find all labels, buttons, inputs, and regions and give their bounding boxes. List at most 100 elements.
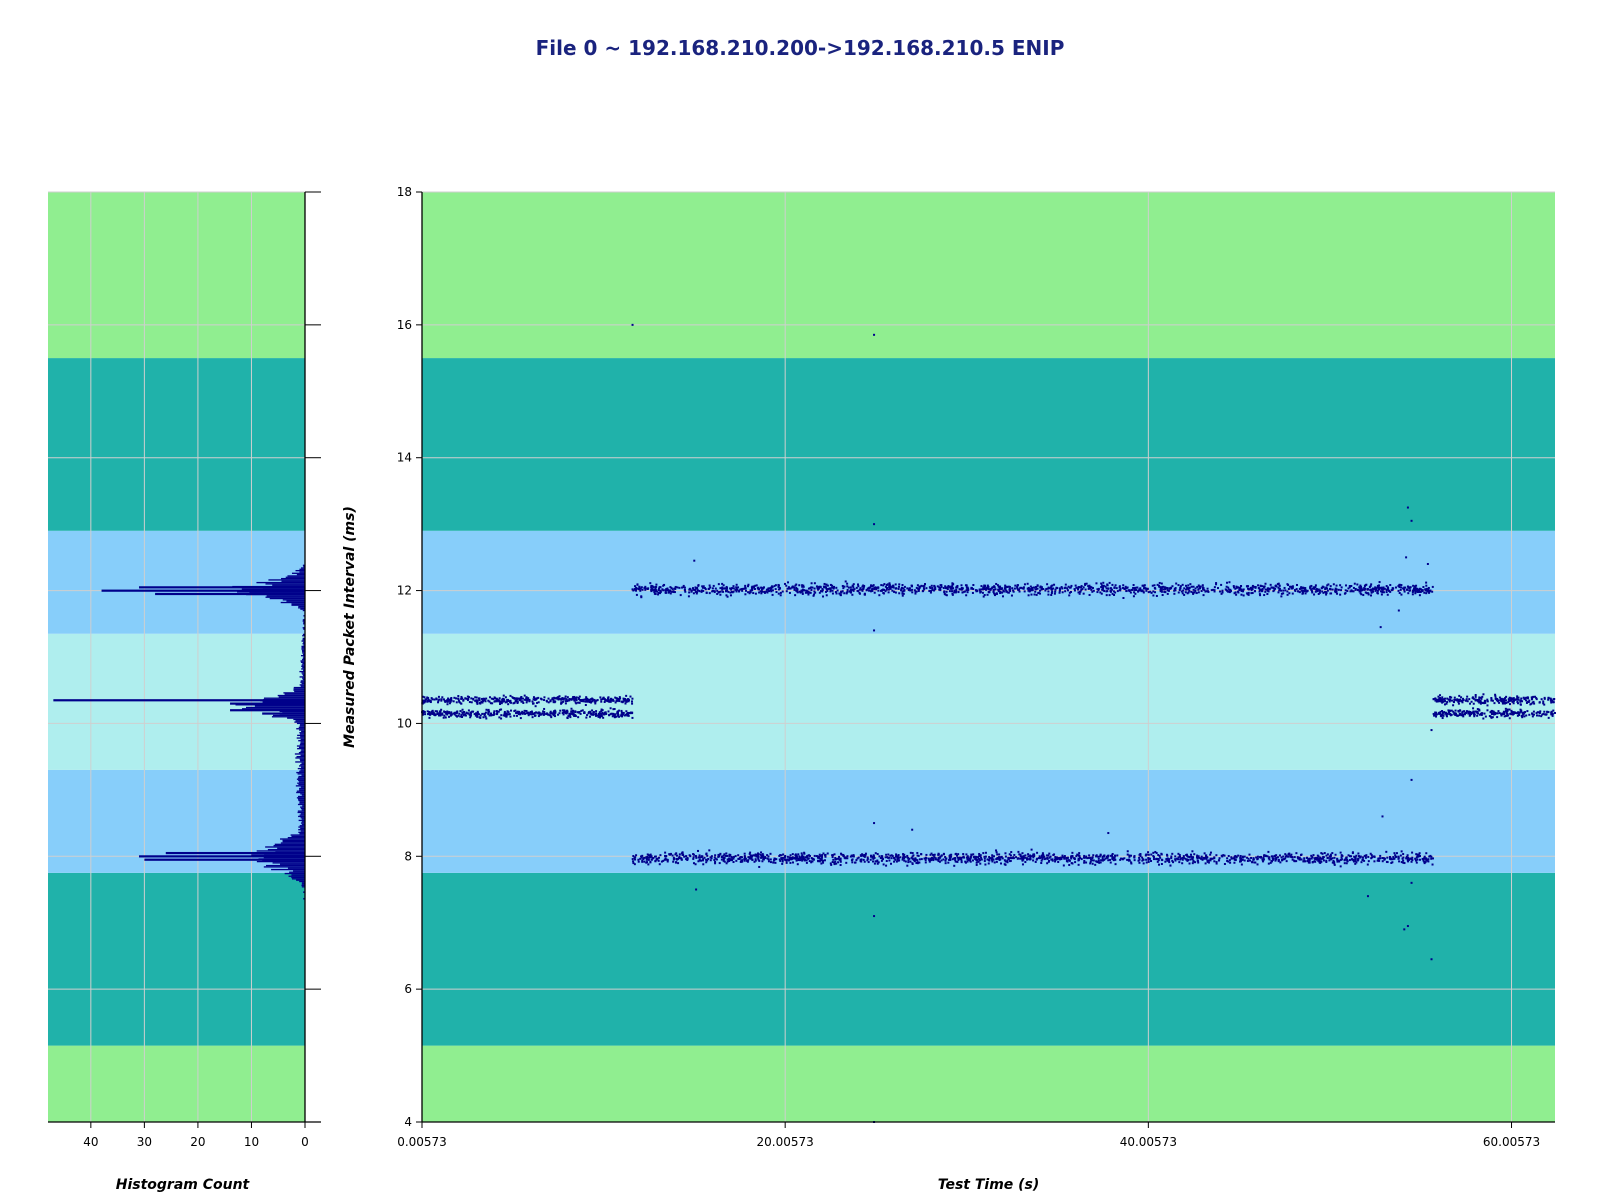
scatter-point (464, 713, 467, 716)
scatter-point (543, 699, 546, 702)
scatter-point (675, 852, 678, 855)
scatter-point (965, 594, 968, 597)
scatter-point (1280, 589, 1283, 592)
scatter-point (1123, 587, 1126, 590)
scatter-point (1190, 585, 1193, 588)
scatter-point (934, 858, 937, 861)
scatter-point (859, 587, 862, 590)
histogram-bar (300, 661, 305, 663)
scatter-point (466, 712, 469, 715)
scatter-point (1101, 855, 1104, 858)
scatter-point (618, 709, 621, 712)
scatter-point (1369, 852, 1372, 855)
scatter-point (1007, 591, 1010, 594)
scatter-point (885, 853, 888, 856)
scatter-point (1333, 856, 1336, 859)
scatter-point (934, 586, 937, 589)
histogram-bars (53, 564, 306, 900)
scatter-point (549, 714, 552, 717)
scatter-point (1391, 861, 1394, 864)
histogram-bar (295, 569, 305, 572)
scatter-point (1472, 710, 1475, 713)
scatter-point (708, 592, 711, 595)
scatter-point (1519, 703, 1522, 706)
scatter-point (973, 855, 976, 858)
histogram-bar (298, 783, 305, 786)
scatter-point (644, 588, 647, 591)
scatter-point (1332, 859, 1335, 862)
histogram-bar (303, 644, 305, 646)
histogram-bar (293, 686, 305, 689)
scatter-point (1511, 711, 1514, 714)
scatter-point (1105, 855, 1108, 858)
scatter-point (1440, 698, 1443, 701)
scatter-point (1055, 858, 1058, 861)
scatter-point (1305, 590, 1308, 593)
scatter-point (449, 714, 452, 717)
scatter-point (1023, 590, 1026, 593)
scatter-point (1364, 591, 1367, 594)
scatter-point (1271, 860, 1274, 863)
histogram-bar (263, 866, 305, 868)
scatter-point (698, 854, 701, 857)
scatter-point (730, 588, 733, 591)
scatter-point (1038, 855, 1041, 858)
scatter-x-tick-label: 20.00573 (757, 1135, 814, 1149)
scatter-point (446, 713, 449, 716)
scatter-point (1132, 586, 1135, 589)
scatter-point (955, 590, 958, 593)
scatter-point (829, 587, 832, 590)
scatter-point (647, 863, 650, 866)
histogram-bar (302, 619, 305, 621)
scatter-point (431, 709, 434, 712)
scatter-point (1360, 593, 1363, 596)
scatter-point (1021, 863, 1024, 866)
scatter-point (1277, 858, 1280, 861)
scatter-point (1118, 586, 1121, 589)
scatter-point (882, 588, 885, 591)
scatter-point (1410, 860, 1413, 863)
scatter-point (852, 586, 855, 589)
scatter-point (651, 585, 654, 588)
scatter-point (1423, 862, 1426, 865)
histogram-bar (302, 627, 305, 629)
scatter-point (1228, 581, 1231, 584)
scatter-point (1268, 587, 1271, 590)
scatter-point (583, 712, 586, 715)
scatter-point (1551, 699, 1554, 702)
histogram-bar (298, 815, 305, 818)
scatter-point (1160, 582, 1163, 585)
scatter-point (587, 712, 590, 715)
scatter-point (1402, 861, 1405, 864)
scatter-point (769, 852, 772, 855)
scatter-point (498, 697, 501, 700)
scatter-point (1161, 859, 1164, 862)
scatter-point (1242, 594, 1245, 597)
scatter-point (763, 856, 766, 859)
histogram-bar (296, 722, 305, 725)
scatter-point (1122, 596, 1125, 599)
scatter-outlier (631, 323, 634, 326)
scatter-point (1237, 591, 1240, 594)
scatter-point (914, 857, 917, 860)
scatter-point (450, 711, 453, 714)
scatter-point (971, 591, 974, 594)
scatter-point (607, 697, 610, 700)
scatter-point (1330, 592, 1333, 595)
scatter-point (714, 854, 717, 857)
scatter-point (489, 702, 492, 705)
scatter-point (1158, 584, 1161, 587)
scatter-point (1031, 589, 1034, 592)
scatter-point (990, 857, 993, 860)
scatter-point (614, 696, 617, 699)
scatter-band-6 (422, 192, 1555, 359)
scatter-point (599, 712, 602, 715)
scatter-point (446, 703, 449, 706)
scatter-point (1318, 859, 1321, 862)
scatter-point (1181, 583, 1184, 586)
scatter-point (839, 860, 842, 863)
histogram-bar (241, 708, 305, 710)
scatter-point (1142, 590, 1145, 593)
scatter-point (942, 852, 945, 855)
scatter-point (512, 702, 515, 705)
